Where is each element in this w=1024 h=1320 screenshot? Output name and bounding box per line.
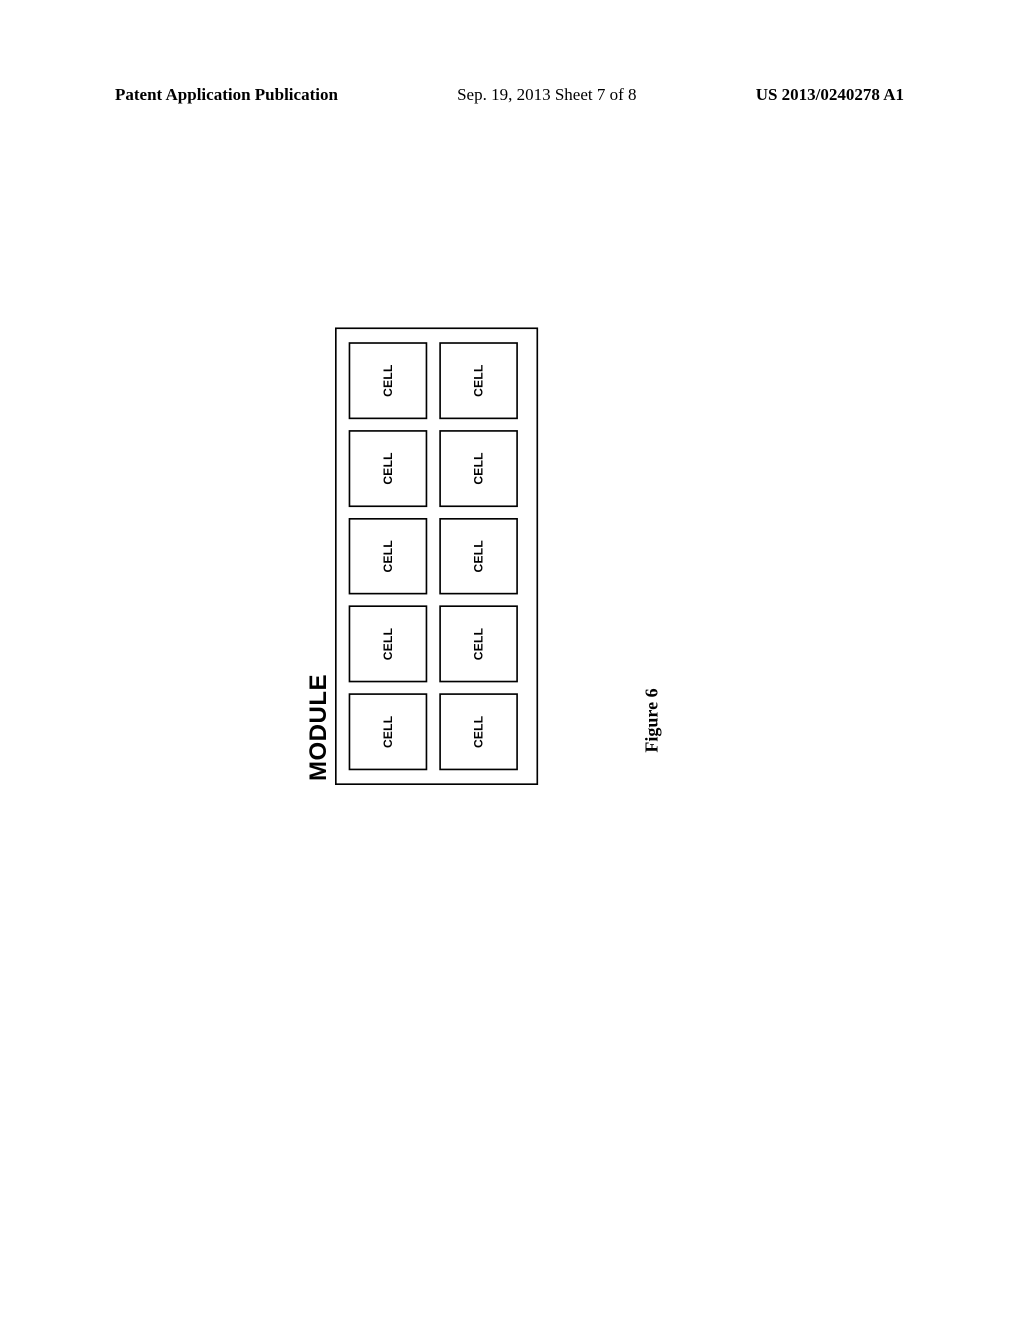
cell: CELL (349, 693, 428, 770)
cell: CELL (439, 693, 518, 770)
cell: CELL (349, 430, 428, 507)
header-patent-number: US 2013/0240278 A1 (756, 85, 904, 105)
cell: CELL (349, 342, 428, 419)
figure-caption: Figure 6 (642, 688, 663, 752)
cell-row: CELL CELL CELL CELL CELL (349, 342, 428, 770)
cell: CELL (439, 606, 518, 683)
cell: CELL (439, 342, 518, 419)
header-publication: Patent Application Publication (115, 85, 338, 105)
module-title: MODULE (305, 325, 333, 781)
cell: CELL (439, 518, 518, 595)
header-sheet-info: Sep. 19, 2013 Sheet 7 of 8 (457, 85, 636, 105)
module-box: CELL CELL CELL CELL CELL CELL CELL CELL … (335, 327, 538, 785)
cell: CELL (349, 606, 428, 683)
cell-row: CELL CELL CELL CELL CELL (439, 342, 518, 770)
cell: CELL (439, 430, 518, 507)
cell: CELL (349, 518, 428, 595)
